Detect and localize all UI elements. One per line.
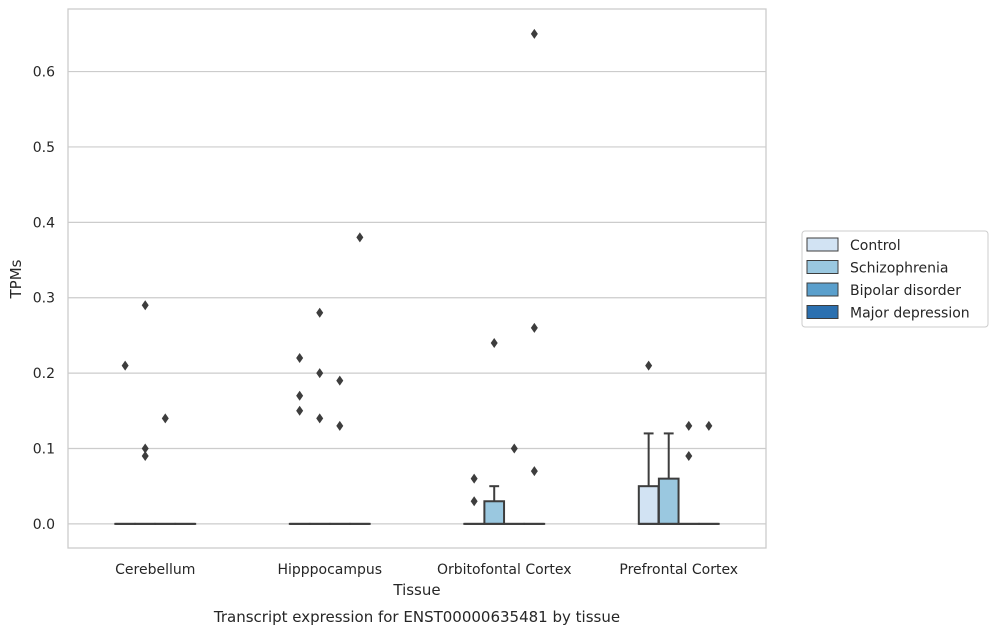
outlier-points (121, 28, 713, 507)
outlier-point (530, 28, 538, 39)
outlier-point (296, 353, 304, 364)
outlier-point (685, 420, 693, 431)
y-axis-label: TPMs (7, 259, 25, 299)
x-tick-label: Hipppocampus (277, 562, 382, 578)
legend-swatch (806, 282, 839, 297)
outlier-point (470, 496, 478, 507)
outlier-point (336, 375, 344, 386)
y-tick-label: 0.3 (33, 291, 55, 307)
legend-swatch (806, 260, 839, 274)
box (637, 485, 660, 525)
outlier-point (316, 368, 324, 379)
outlier-point (705, 420, 713, 431)
legend: Control Schizophrenia Bipolar disorder Majo… (801, 230, 989, 328)
outlier-point (161, 413, 169, 424)
legend-label: Bipolar disorder (850, 283, 961, 299)
box (657, 477, 680, 525)
outlier-point (141, 451, 149, 462)
legend-label: Schizophrenia (850, 261, 948, 277)
legend-swatch (806, 305, 839, 319)
outlier-point (121, 360, 129, 371)
plot-frame (67, 8, 767, 549)
box-group (637, 432, 660, 525)
y-tick-label: 0.0 (33, 517, 55, 533)
outlier-point (316, 307, 324, 318)
x-tick-label: Cerebellum (115, 562, 195, 578)
outlier-point (141, 300, 149, 311)
legend-swatch (806, 237, 839, 252)
x-tick-label: Prefrontal Cortex (619, 562, 738, 578)
y-tick-label: 0.1 (33, 441, 55, 457)
x-axis-label: Tissue (392, 581, 440, 599)
y-tick-label: 0.2 (33, 366, 55, 382)
box (483, 500, 506, 525)
outlier-point (685, 451, 693, 462)
outlier-point (470, 473, 478, 484)
outlier-point (296, 405, 304, 416)
box-group (483, 485, 506, 525)
x-axis-ticks: Cerebellum Hipppocampus Orbitofontal Corte… (115, 562, 738, 578)
legend-label: Control (850, 238, 901, 254)
gridlines (68, 70, 766, 525)
outlier-point (356, 232, 364, 243)
outlier-point (296, 390, 304, 401)
y-tick-label: 0.4 (33, 215, 55, 231)
y-tick-label: 0.6 (33, 65, 55, 81)
outlier-point (316, 413, 324, 424)
outlier-point (490, 337, 498, 348)
outlier-point (530, 466, 538, 477)
boxes (114, 432, 720, 525)
chart-caption: Transcript expression for ENST0000063548… (213, 608, 620, 626)
y-tick-label: 0.5 (33, 140, 55, 156)
box-group (657, 432, 680, 525)
outlier-point (530, 322, 538, 333)
outlier-point (645, 360, 653, 371)
y-axis-ticks: 0.0 0.1 0.2 0.3 0.4 0.5 0.6 (33, 65, 55, 533)
legend-frame (801, 230, 989, 328)
x-tick-label: Orbitofontal Cortex (437, 562, 572, 578)
outlier-point (510, 443, 518, 454)
legend-label: Major depression (850, 306, 970, 322)
outlier-point (141, 443, 149, 454)
outlier-point (336, 420, 344, 431)
